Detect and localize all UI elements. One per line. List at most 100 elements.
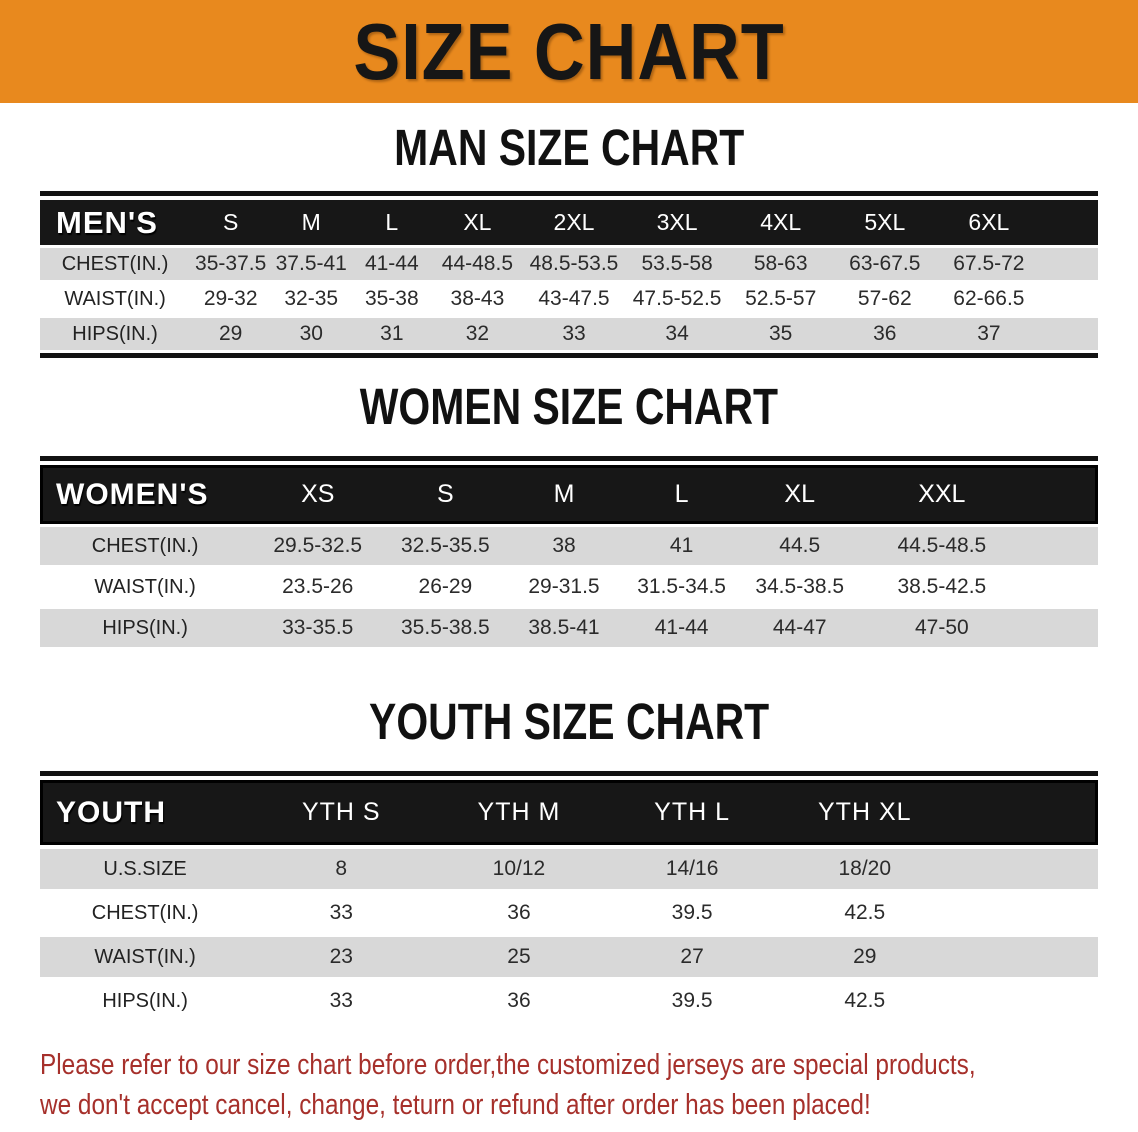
- footnote: Please refer to our size chart before or…: [40, 1045, 1138, 1125]
- size-value-cell: 63-67.5: [849, 252, 921, 275]
- size-column-header: 6XL: [968, 209, 1010, 235]
- size-column-header: S: [437, 480, 454, 508]
- size-value-cell: 35: [769, 322, 793, 345]
- table-header-label: YOUTH: [56, 795, 166, 829]
- size-value-cell: 33: [562, 322, 586, 345]
- size-value-cell: 52.5-57: [745, 287, 817, 310]
- table-header-row: YOUTH YTH S YTH M YTH L YTH XL: [40, 780, 1098, 845]
- table-header-label: WOMEN'S: [56, 477, 209, 511]
- size-value-cell: 36: [507, 989, 531, 1012]
- size-value-cell: 44-48.5: [441, 252, 514, 275]
- size-value-cell: 31.5-34.5: [637, 575, 726, 598]
- size-value-cell: 37.5-41: [275, 252, 347, 275]
- size-value-cell: 29: [218, 322, 243, 345]
- size-value-cell: 33-35.5: [282, 616, 354, 639]
- table-row: WAIST(IN.) 29-32 32-35 35-38 38-43 43-47.5 47.…: [40, 283, 1098, 315]
- size-value-cell: 8: [335, 857, 348, 880]
- size-column-header: YTH L: [654, 798, 731, 826]
- footnote-line-2: we don't accept cancel, change, teturn o…: [40, 1089, 871, 1121]
- row-label: HIPS(IN.): [102, 989, 188, 1012]
- row-label: WAIST(IN.): [64, 287, 166, 310]
- youth-section-heading-text: YOUTH SIZE CHART: [368, 694, 770, 751]
- table-row: HIPS(IN.) 33-35.5 35.5-38.5 38.5-41 41-44 44-…: [40, 609, 1098, 647]
- size-value-cell: 67.5-72: [953, 252, 1025, 275]
- size-value-cell: 44.5: [779, 534, 821, 557]
- table-row: WAIST(IN.) 23.5-26 26-29 29-31.5 31.5-34.5 34…: [40, 568, 1098, 606]
- man-size-chart-section: MAN SIZE CHART MEN'S S M L XL 2XL 3XL 4XL 5XL 6XL…: [0, 121, 1138, 358]
- size-column-header: M: [553, 480, 575, 508]
- size-value-cell: 23.5-26: [282, 575, 354, 598]
- table-row: CHEST(IN.) 33 36 39.5 42.5: [40, 893, 1098, 933]
- women-size-table: WOMEN'S XS S M L XL XXL CHEST(IN.) 29.5-32.5 32.5…: [40, 456, 1098, 647]
- size-value-cell: 44.5-48.5: [897, 534, 987, 557]
- size-value-cell: 38.5-41: [528, 616, 600, 639]
- row-label: WAIST(IN.): [94, 575, 196, 598]
- size-column-header: XXL: [918, 480, 966, 508]
- size-value-cell: 31: [380, 322, 404, 345]
- size-column-header: 2XL: [553, 209, 595, 235]
- size-value-cell: 29: [853, 945, 877, 968]
- size-value-cell: 39.5: [671, 901, 713, 924]
- table-row: HIPS(IN.) 33 36 39.5 42.5: [40, 981, 1098, 1021]
- size-value-cell: 47-50: [914, 616, 969, 639]
- size-column-header: M: [301, 209, 321, 235]
- size-value-cell: 58-63: [753, 252, 808, 275]
- size-value-cell: 18/20: [838, 857, 892, 880]
- size-value-cell: 26-29: [418, 575, 473, 598]
- size-value-cell: 34: [665, 322, 689, 345]
- size-value-cell: 41-44: [654, 616, 709, 639]
- size-column-header: L: [385, 209, 399, 235]
- men-size-table: MEN'S S M L XL 2XL 3XL 4XL 5XL 6XL CHEST(IN.) 35-37…: [40, 191, 1098, 358]
- size-value-cell: 37: [977, 322, 1001, 345]
- size-column-header: YTH S: [301, 798, 381, 826]
- row-label: HIPS(IN.): [72, 322, 158, 345]
- table-row: CHEST(IN.) 29.5-32.5 32.5-35.5 38 41 44.5 44.5…: [40, 527, 1098, 565]
- table-row: U.S.SIZE 8 10/12 14/16 18/20: [40, 849, 1098, 889]
- man-section-heading-text: MAN SIZE CHART: [393, 120, 745, 177]
- size-column-header: S: [223, 209, 239, 235]
- table-row: HIPS(IN.) 29 30 31 32 33 34 35 36 37: [40, 318, 1098, 350]
- row-label: CHEST(IN.): [91, 901, 199, 924]
- youth-size-table: YOUTH YTH S YTH M YTH L YTH XL U.S.SIZE 8 10/12…: [40, 771, 1098, 1021]
- man-section-heading: MAN SIZE CHART: [0, 121, 1138, 176]
- size-value-cell: 39.5: [671, 989, 713, 1012]
- size-value-cell: 47.5-52.5: [632, 287, 722, 310]
- size-column-header: 5XL: [864, 209, 906, 235]
- size-value-cell: 36: [873, 322, 897, 345]
- row-label: HIPS(IN.): [102, 616, 188, 639]
- table-row: CHEST(IN.) 35-37.5 37.5-41 41-44 44-48.5 48.5…: [40, 248, 1098, 280]
- women-size-chart-section: WOMEN SIZE CHART WOMEN'S XS S M L XL XXL CHEST(…: [0, 380, 1138, 647]
- size-value-cell: 38-43: [450, 287, 505, 310]
- size-value-cell: 29.5-32.5: [273, 534, 363, 557]
- size-value-cell: 48.5-53.5: [529, 252, 619, 275]
- size-value-cell: 34.5-38.5: [755, 575, 845, 598]
- size-value-cell: 32: [465, 322, 490, 345]
- size-value-cell: 32.5-35.5: [401, 534, 490, 557]
- size-value-cell: 42.5: [844, 989, 886, 1012]
- size-column-header: XS: [301, 480, 335, 508]
- size-column-header: XL: [784, 480, 815, 508]
- size-value-cell: 33: [329, 989, 353, 1012]
- table-header-label: MEN'S: [56, 204, 158, 240]
- table-header-row: WOMEN'S XS S M L XL XXL: [40, 465, 1098, 524]
- size-value-cell: 35.5-38.5: [401, 616, 490, 639]
- size-value-cell: 35-37.5: [195, 252, 267, 275]
- size-value-cell: 38.5-42.5: [897, 575, 987, 598]
- size-value-cell: 30: [299, 322, 323, 345]
- size-column-header: YTH M: [477, 798, 561, 826]
- banner-title: SIZE CHART: [353, 6, 785, 97]
- row-label: CHEST(IN.): [61, 252, 169, 275]
- size-value-cell: 43-47.5: [538, 287, 610, 310]
- row-label: CHEST(IN.): [91, 534, 199, 557]
- size-value-cell: 23: [329, 945, 353, 968]
- size-value-cell: 41: [669, 534, 694, 557]
- size-value-cell: 29-31.5: [528, 575, 600, 598]
- footnote-line-1: Please refer to our size chart before or…: [40, 1049, 976, 1081]
- youth-section-heading: YOUTH SIZE CHART: [0, 695, 1138, 750]
- row-label: U.S.SIZE: [103, 857, 187, 880]
- size-value-cell: 25: [507, 945, 531, 968]
- size-value-cell: 44-47: [772, 616, 827, 639]
- row-label: WAIST(IN.): [94, 945, 196, 968]
- youth-size-chart-section: YOUTH SIZE CHART YOUTH YTH S YTH M YTH L YTH…: [0, 695, 1138, 1021]
